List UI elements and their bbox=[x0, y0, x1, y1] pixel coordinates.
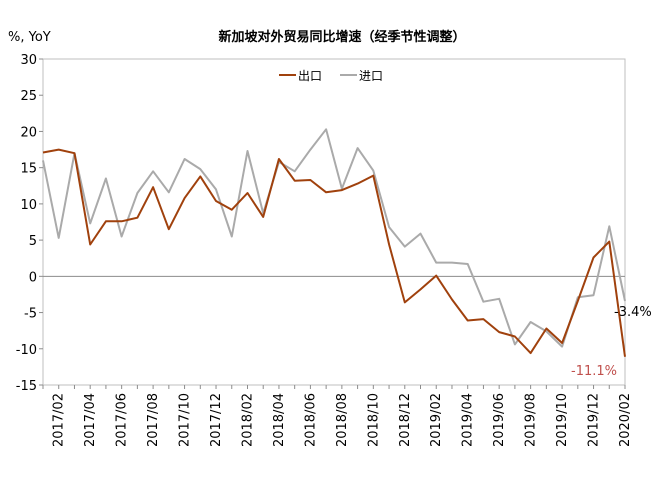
x-tick-label: 2018/04 bbox=[272, 393, 287, 447]
legend-label-import: 进口 bbox=[359, 69, 383, 83]
y-tick-label: 15 bbox=[20, 162, 37, 177]
x-tick-label: 2017/06 bbox=[115, 393, 130, 447]
x-tick-label: 2019/04 bbox=[461, 393, 476, 447]
x-tick-label: 2018/12 bbox=[398, 393, 413, 447]
plot-frame bbox=[42, 58, 626, 386]
x-tick-label: 2017/10 bbox=[178, 393, 193, 447]
end-labels: -3.4% -11.1% bbox=[571, 305, 652, 379]
import-end-label: -3.4% bbox=[614, 305, 652, 320]
legend: 出口 进口 bbox=[279, 69, 383, 83]
x-axis-ticks: 2017/02 2017/04 2017/06 2017/08 2017/10 2017/… bbox=[42, 385, 633, 447]
y-tick-label: 10 bbox=[20, 198, 37, 213]
series-lines bbox=[42, 128, 626, 357]
x-tick-label: 2018/08 bbox=[335, 393, 350, 447]
x-tick-label: 2018/02 bbox=[240, 393, 255, 447]
x-tick-label: 2020/02 bbox=[618, 393, 633, 447]
import-line bbox=[42, 128, 626, 348]
x-tick-label: 2017/08 bbox=[146, 393, 161, 447]
x-tick-label: 2018/10 bbox=[366, 393, 381, 447]
y-tick-label: 20 bbox=[20, 125, 37, 140]
y-unit-label: %, YoY bbox=[8, 30, 51, 45]
x-tick-label: 2019/10 bbox=[555, 393, 570, 447]
y-tick-label: -5 bbox=[24, 307, 37, 322]
y-tick-label: -10 bbox=[16, 343, 37, 358]
y-axis-ticks: -15 -10 -5 0 5 10 15 20 25 30 bbox=[16, 53, 43, 394]
y-tick-label: 30 bbox=[20, 53, 37, 68]
chart-title: 新加坡对外贸易同比增速（经季节性调整） bbox=[218, 29, 465, 45]
export-end-label: -11.1% bbox=[571, 364, 617, 379]
y-tick-label: 0 bbox=[29, 270, 37, 285]
x-tick-label: 2017/12 bbox=[209, 393, 224, 447]
x-tick-label: 2017/02 bbox=[52, 393, 67, 447]
axes bbox=[42, 58, 626, 386]
y-tick-label: -15 bbox=[16, 379, 37, 394]
legend-label-export: 出口 bbox=[298, 69, 322, 83]
y-tick-label: 5 bbox=[29, 234, 37, 249]
x-tick-label: 2019/02 bbox=[429, 393, 444, 447]
x-tick-label: 2017/04 bbox=[83, 393, 98, 447]
x-tick-label: 2019/06 bbox=[492, 393, 507, 447]
x-tick-label: 2019/08 bbox=[524, 393, 539, 447]
x-tick-label: 2019/12 bbox=[587, 393, 602, 447]
export-line bbox=[42, 148, 626, 357]
x-tick-label: 2018/06 bbox=[303, 393, 318, 447]
y-tick-label: 25 bbox=[20, 89, 37, 104]
